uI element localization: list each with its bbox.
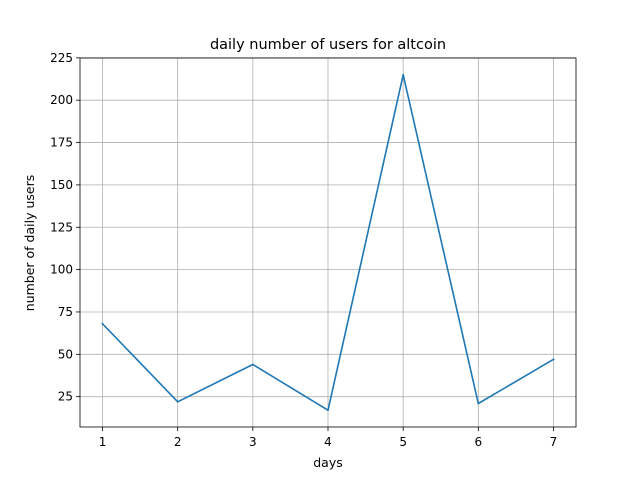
y-tick-label: 50 — [58, 347, 73, 361]
x-tick-label: 1 — [99, 435, 107, 449]
y-tick-label: 200 — [50, 93, 73, 107]
data-point — [176, 400, 179, 403]
grid-layer — [80, 57, 576, 427]
y-axis-label: number of daily users — [22, 175, 37, 311]
x-tick-label: 3 — [249, 435, 257, 449]
y-tick-label: 225 — [50, 51, 73, 65]
x-tick-label: 2 — [174, 435, 182, 449]
y-tick-label: 175 — [50, 136, 73, 150]
data-point — [477, 402, 480, 405]
data-point — [101, 322, 104, 325]
y-tick-label: 125 — [50, 220, 73, 234]
x-tick-label: 7 — [550, 435, 558, 449]
x-axis-label: days — [313, 455, 343, 470]
data-point — [251, 363, 254, 366]
data-point — [402, 73, 405, 76]
tick-layer: 1 2 3 4 5 6 7 25 50 75 100 125 150 175 200 225 — [50, 51, 557, 449]
y-tick-label: 25 — [58, 390, 73, 404]
x-tick-label: 6 — [474, 435, 482, 449]
chart-title: daily number of users for altcoin — [210, 37, 446, 53]
x-tick-label: 5 — [399, 435, 407, 449]
y-tick-label: 75 — [58, 305, 73, 319]
data-point — [552, 358, 555, 361]
y-tick-label: 100 — [50, 263, 73, 277]
data-point — [327, 409, 329, 412]
series-layer — [101, 73, 555, 412]
x-tick-label: 4 — [324, 435, 332, 449]
y-tick-label: 150 — [50, 178, 73, 192]
